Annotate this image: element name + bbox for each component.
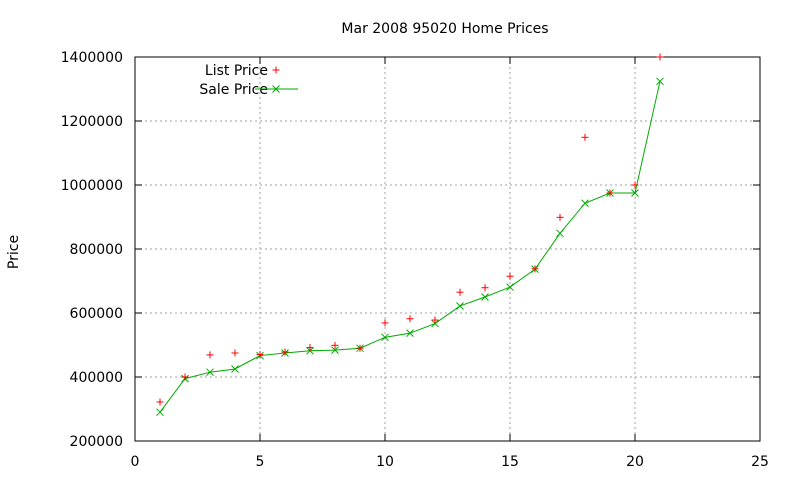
list-price-point [306,344,314,352]
y-tick-label: 200000 [70,434,123,450]
sale-price-point [656,77,664,86]
y-tick-label: 1200000 [61,114,123,130]
sale-price-point [631,189,639,197]
axis-layer: 0 5 10 15 20 25 200000 400000 600000 800000 100000… [61,50,769,470]
sale-price-point [406,329,414,338]
sale-price-point [331,346,339,354]
x-tick-label: 25 [751,454,769,470]
sale-price-point [506,283,514,291]
y-tick-label: 800000 [70,242,123,258]
list-price-point [381,319,389,327]
x-tick-label: 20 [626,454,644,470]
list-price-point [206,351,214,359]
y-tick-label: 1400000 [61,50,123,66]
series-layer [156,53,664,417]
sale-price-point [581,199,589,208]
legend: List Price Sale Price [199,63,298,98]
x-tick-label: 5 [256,454,265,470]
list-price-point [481,284,489,292]
sale-price-point [481,293,489,301]
x-tick-label: 0 [131,454,140,470]
list-price-point [356,344,364,352]
chart-title: Mar 2008 95020 Home Prices [341,21,548,37]
legend-sample-sale-price [272,85,280,93]
list-price-point [256,351,264,359]
grid-layer [135,57,760,441]
list-price-point [556,213,564,221]
y-tick-label: 600000 [70,306,123,322]
list-price-point [631,181,639,189]
list-price-point [606,189,614,197]
list-price-point [456,288,464,296]
y-tick-label: 400000 [70,370,123,386]
sale-price-point [206,368,214,377]
y-tick-label: 1000000 [61,178,123,194]
list-price-point [406,315,414,323]
legend-label-sale-price: Sale Price [199,82,268,98]
list-price-point [331,341,339,349]
list-price-point [281,348,289,356]
sale-price-point [431,319,439,328]
list-price-point [656,53,664,61]
sale-price-point [156,408,164,417]
y-axis-label: Price [6,235,22,269]
plot-border [134,56,761,442]
sale-price-point [456,302,464,310]
list-price-point [156,398,164,406]
sale-price-point [231,365,239,373]
legend-sample-list-price [272,66,280,74]
sale-price-line [159,81,661,413]
list-price-point [531,265,539,273]
list-price-point [181,373,189,381]
x-tick-label: 10 [376,454,394,470]
x-tick-label: 15 [501,454,519,470]
sale-price-point [381,333,389,342]
legend-label-list-price: List Price [205,63,268,79]
list-price-point [506,272,514,280]
list-price-point [431,316,439,324]
list-price-point [231,349,239,357]
sale-price-point [556,229,564,238]
list-price-point [581,133,589,141]
